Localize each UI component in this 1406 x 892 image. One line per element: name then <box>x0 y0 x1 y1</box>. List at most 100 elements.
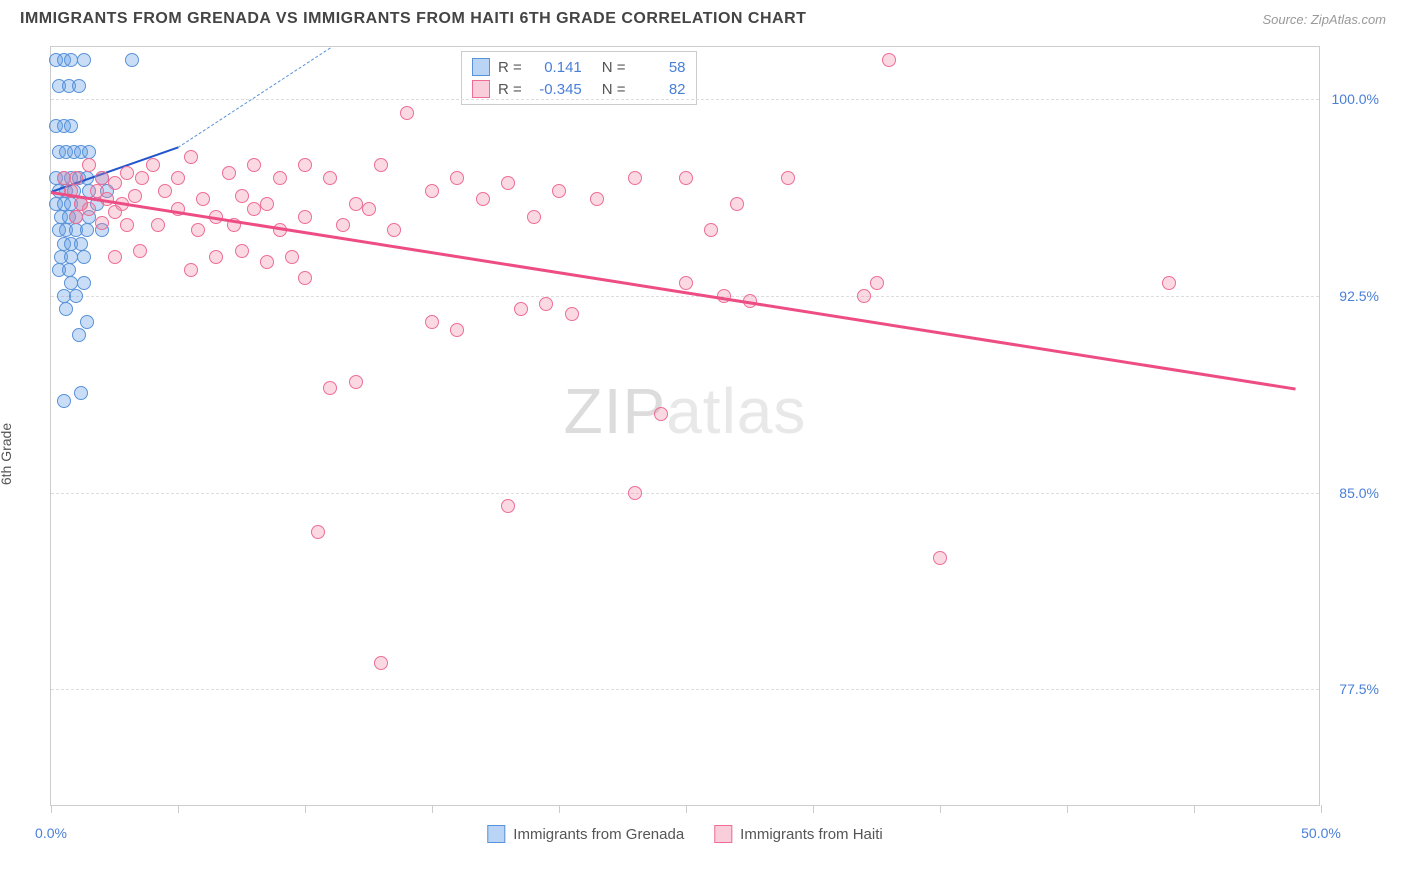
data-point <box>514 302 528 316</box>
y-tick-label: 77.5% <box>1339 681 1379 697</box>
x-tick <box>305 805 306 813</box>
data-point <box>77 250 91 264</box>
data-point <box>336 218 350 232</box>
x-tick <box>940 805 941 813</box>
data-point <box>209 250 223 264</box>
source-label: Source: ZipAtlas.com <box>1262 12 1386 27</box>
data-point <box>527 210 541 224</box>
data-point <box>247 158 261 172</box>
data-point <box>222 166 236 180</box>
data-point <box>82 202 96 216</box>
data-point <box>450 323 464 337</box>
data-point <box>128 189 142 203</box>
data-point <box>57 394 71 408</box>
data-point <box>77 276 91 290</box>
data-point <box>69 171 83 185</box>
data-point <box>74 386 88 400</box>
data-point <box>870 276 884 290</box>
data-point <box>273 171 287 185</box>
chart-container: 6th Grade ZIPatlas R =0.141N =58R =-0.34… <box>0 36 1406 856</box>
r-value: 0.141 <box>530 59 582 76</box>
data-point <box>425 184 439 198</box>
chart-title: IMMIGRANTS FROM GRENADA VS IMMIGRANTS FR… <box>20 10 806 28</box>
data-point <box>146 158 160 172</box>
data-point <box>298 210 312 224</box>
r-value: -0.345 <box>530 81 582 98</box>
data-point <box>323 381 337 395</box>
data-point <box>235 189 249 203</box>
data-point <box>781 171 795 185</box>
data-point <box>120 218 134 232</box>
data-point <box>501 499 515 513</box>
data-point <box>151 218 165 232</box>
data-point <box>730 197 744 211</box>
data-point <box>69 289 83 303</box>
data-point <box>95 216 109 230</box>
data-point <box>476 192 490 206</box>
data-point <box>400 106 414 120</box>
stats-legend-row: R =-0.345N =82 <box>472 78 686 100</box>
data-point <box>679 171 693 185</box>
data-point <box>323 171 337 185</box>
x-tick <box>1194 805 1195 813</box>
gridline <box>51 689 1319 690</box>
stats-legend-row: R =0.141N =58 <box>472 56 686 78</box>
data-point <box>450 171 464 185</box>
swatch-icon <box>472 80 490 98</box>
data-point <box>64 119 78 133</box>
gridline <box>51 296 1319 297</box>
x-tick <box>559 805 560 813</box>
y-tick-label: 100.0% <box>1332 91 1379 107</box>
data-point <box>80 315 94 329</box>
swatch-icon <box>487 825 505 843</box>
x-tick-label: 0.0% <box>35 825 67 841</box>
data-point <box>82 158 96 172</box>
data-point <box>108 176 122 190</box>
n-value: 82 <box>634 81 686 98</box>
data-point <box>158 184 172 198</box>
data-point <box>362 202 376 216</box>
data-point <box>628 486 642 500</box>
data-point <box>72 328 86 342</box>
series-legend: Immigrants from Grenada Immigrants from … <box>487 825 882 843</box>
swatch-icon <box>472 58 490 76</box>
data-point <box>425 315 439 329</box>
data-point <box>349 375 363 389</box>
data-point <box>552 184 566 198</box>
x-tick <box>1321 805 1322 813</box>
y-tick-label: 85.0% <box>1339 485 1379 501</box>
data-point <box>539 297 553 311</box>
data-point <box>260 197 274 211</box>
x-tick <box>686 805 687 813</box>
data-point <box>501 176 515 190</box>
x-tick <box>1067 805 1068 813</box>
data-point <box>74 237 88 251</box>
data-point <box>77 53 91 67</box>
data-point <box>80 223 94 237</box>
gridline <box>51 99 1319 100</box>
data-point <box>184 263 198 277</box>
x-tick <box>178 805 179 813</box>
swatch-icon <box>714 825 732 843</box>
y-tick-label: 92.5% <box>1339 288 1379 304</box>
data-point <box>135 171 149 185</box>
data-point <box>298 271 312 285</box>
data-point <box>125 53 139 67</box>
data-point <box>933 551 947 565</box>
data-point <box>235 244 249 258</box>
legend-item-grenada: Immigrants from Grenada <box>487 825 684 843</box>
data-point <box>69 210 83 224</box>
y-axis-label: 6th Grade <box>0 423 14 485</box>
data-point <box>191 223 205 237</box>
plot-area: ZIPatlas R =0.141N =58R =-0.345N =82 Imm… <box>50 46 1320 806</box>
data-point <box>565 307 579 321</box>
data-point <box>171 171 185 185</box>
data-point <box>590 192 604 206</box>
data-point <box>374 656 388 670</box>
stats-legend: R =0.141N =58R =-0.345N =82 <box>461 51 697 105</box>
data-point <box>628 171 642 185</box>
data-point <box>59 302 73 316</box>
legend-item-haiti: Immigrants from Haiti <box>714 825 883 843</box>
data-point <box>247 202 261 216</box>
data-point <box>679 276 693 290</box>
